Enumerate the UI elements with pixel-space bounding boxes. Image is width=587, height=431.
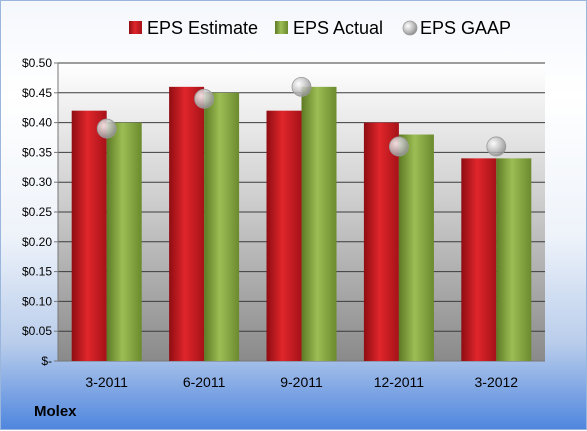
company-name: Molex [34, 403, 77, 420]
y-tick-label: $0.10 [22, 294, 52, 308]
legend-label: EPS GAAP [420, 18, 511, 38]
x-tick-label: 3-2011 [85, 374, 128, 390]
legend-label: EPS Estimate [147, 18, 258, 38]
y-tick-label: $0.35 [22, 145, 52, 159]
x-tick-label: 6-2011 [183, 374, 226, 390]
x-tick-label: 12-2011 [374, 374, 425, 390]
bar-eps-actual [204, 92, 240, 362]
y-tick-label: $0.15 [22, 265, 52, 279]
bar-eps-estimate [461, 158, 497, 361]
y-tick-label: $0.25 [22, 205, 52, 219]
marker-eps-gaap [486, 136, 507, 157]
x-tick-label: 9-2011 [280, 374, 323, 390]
bar-eps-estimate [71, 110, 107, 362]
y-tick-label: $0.45 [22, 86, 52, 100]
legend: EPS Estimate EPS Actual EPS GAAP [129, 18, 511, 38]
y-tick-label: $0.30 [22, 175, 52, 189]
y-tick-label: $0.20 [22, 235, 52, 249]
legend-label: EPS Actual [293, 18, 383, 38]
y-tick-label: $0.05 [22, 324, 52, 338]
y-tick-label: $- [41, 354, 52, 368]
bar-eps-actual [398, 134, 434, 361]
legend-swatch [129, 21, 142, 34]
bar-eps-actual [301, 86, 337, 361]
legend-eps-actual: EPS Actual [275, 18, 383, 38]
y-tick-label: $0.40 [22, 116, 52, 130]
legend-eps-estimate: EPS Estimate [129, 18, 258, 38]
marker-eps-gaap [96, 118, 117, 139]
bar-eps-actual [106, 122, 142, 361]
legend-swatch [275, 21, 288, 34]
axis-labels: $- $0.05 $0.10 $0.15 $0.20 $0.25 $0.30 $0.35 $0.… [22, 56, 518, 390]
x-tick-label: 3-2012 [475, 374, 519, 390]
marker-eps-gaap [194, 88, 215, 109]
legend-swatch [402, 20, 418, 36]
bar-eps-estimate [363, 122, 399, 361]
bar-eps-estimate [266, 110, 302, 362]
bars [71, 86, 532, 362]
marker-eps-gaap [291, 76, 312, 97]
legend-eps-gaap: EPS GAAP [402, 18, 511, 38]
bar-eps-estimate [169, 86, 205, 361]
gaap-markers [96, 76, 507, 157]
y-tick-label: $0.50 [22, 56, 52, 70]
bar-eps-actual [496, 158, 532, 361]
marker-eps-gaap [388, 136, 409, 157]
